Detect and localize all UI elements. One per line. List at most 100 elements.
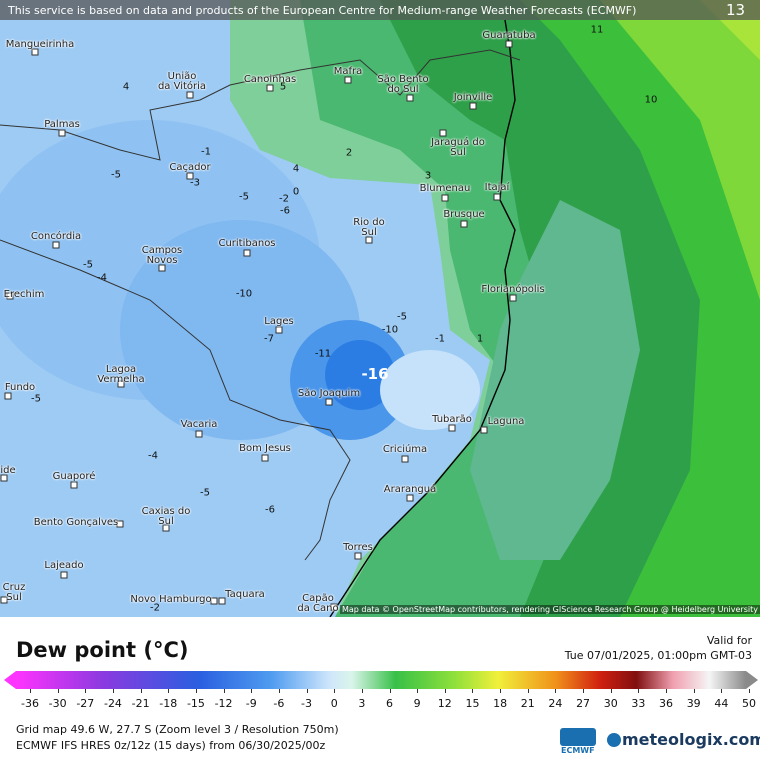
- city-marker: [439, 129, 447, 137]
- city-label: Concórdia: [30, 231, 82, 242]
- city-marker: [218, 597, 226, 605]
- city-marker: [509, 294, 517, 302]
- legend-title: Dew point (°C): [16, 638, 189, 662]
- city-label: Novo Hamburgo: [130, 594, 212, 605]
- city-marker: [448, 424, 456, 432]
- colorbar-tick: [195, 689, 197, 693]
- contour-label: -2: [150, 602, 160, 614]
- model-info: ECMWF IFS HRES 0z/12z (15 days) from 06/…: [16, 739, 326, 752]
- colorbar-tick: [251, 689, 253, 693]
- colorbar-tick: [666, 689, 668, 693]
- map-attribution: Map data © OpenStreetMap contributors, r…: [340, 605, 760, 614]
- city-marker: [195, 430, 203, 438]
- city-marker: [266, 84, 274, 92]
- contour-label: -2: [279, 193, 289, 205]
- city-marker: [158, 264, 166, 272]
- city-marker: [60, 571, 68, 579]
- colorbar-tick: [693, 689, 695, 693]
- colorbar-tick-label: -21: [131, 697, 150, 710]
- contour-label: -16: [361, 365, 389, 383]
- colorbar-tick-label: 27: [576, 697, 591, 710]
- city-label: Mangueirinha: [5, 39, 75, 50]
- city-marker: [243, 249, 251, 257]
- city-label: Caxias do Sul: [141, 506, 191, 527]
- colorbar-tick-label: -3: [301, 697, 313, 710]
- colorbar-tick-label: 6: [386, 697, 393, 710]
- colorbar-tick: [749, 689, 750, 693]
- contour-label: -1: [435, 333, 445, 345]
- brand-logo: meteologix.com: [622, 730, 760, 749]
- city-marker: [365, 236, 373, 244]
- colorbar-tick: [140, 689, 142, 693]
- city-marker: [325, 398, 333, 406]
- contour-label: -5: [31, 393, 41, 405]
- city-label: Itajaí: [484, 182, 510, 193]
- colorbar-tick: [527, 689, 529, 693]
- city-marker: [31, 48, 39, 56]
- contour-label: -6: [265, 504, 275, 516]
- colorbar-tick: [472, 689, 474, 693]
- city-label: Lages: [264, 316, 294, 327]
- city-label: Lajeado: [44, 560, 84, 571]
- colorbar-tick-label: -9: [245, 697, 257, 710]
- city-label: São Bento do Sul: [377, 74, 429, 95]
- city-marker: [406, 494, 414, 502]
- ecmwf-logo: ECMWF: [561, 746, 595, 755]
- colorbar-tick: [85, 689, 87, 693]
- contour-label: -4: [97, 272, 107, 284]
- colorbar-tick: [583, 689, 585, 693]
- city-marker: [275, 326, 283, 334]
- contour-label: 1: [476, 333, 484, 345]
- city-marker: [441, 194, 449, 202]
- contour-label: 3: [424, 170, 432, 182]
- colorbar-tick: [30, 689, 31, 693]
- contour-label: -10: [235, 288, 253, 300]
- city-marker: [52, 241, 60, 249]
- contour-label: -1: [201, 146, 211, 158]
- colorbar-tick-label: 44: [714, 697, 729, 710]
- city-label: Canoinhas: [243, 74, 297, 85]
- colorbar-tick-label: 3: [358, 697, 366, 710]
- contour-label: -5: [83, 259, 93, 271]
- city-label: Palmas: [44, 119, 80, 130]
- city-marker: [210, 597, 218, 605]
- city-label: Caçador: [169, 162, 211, 173]
- city-marker: [0, 596, 8, 604]
- city-label: Bom Jesus: [239, 443, 291, 454]
- city-marker: [70, 481, 78, 489]
- colorbar-tick: [638, 689, 640, 693]
- contour-label: -5: [200, 487, 210, 499]
- contour-label: -4: [148, 450, 158, 462]
- colorbar-tick: [334, 689, 336, 693]
- grid-info: Grid map 49.6 W, 27.7 S (Zoom level 3 / …: [16, 723, 339, 736]
- city-label: Vacaria: [180, 419, 218, 430]
- city-marker: [401, 455, 409, 463]
- city-label: Blumenau: [419, 183, 471, 194]
- colorbar-tick: [417, 689, 419, 693]
- page-number: 13: [726, 1, 746, 19]
- city-label: ide: [0, 465, 16, 476]
- city-marker: [6, 292, 14, 300]
- colorbar-tick-label: -18: [159, 697, 178, 710]
- colorbar-tick: [223, 689, 225, 693]
- contour-label: 10: [644, 94, 658, 106]
- colorbar-tick-label: 12: [437, 697, 452, 710]
- city-marker: [493, 193, 501, 201]
- city-label: Mafra: [333, 66, 363, 77]
- city-marker: [186, 172, 194, 180]
- colorbar-tick-label: 39: [686, 697, 701, 710]
- city-marker: [58, 129, 66, 137]
- city-marker: [117, 380, 125, 388]
- colorbar-tick-label: 36: [659, 697, 674, 710]
- city-label: Capão da Cano: [297, 593, 339, 614]
- colorbar-tick-label: -24: [103, 697, 122, 710]
- colorbar-tick-label: 50: [742, 697, 756, 710]
- city-marker: [4, 392, 12, 400]
- contour-label: -11: [314, 348, 332, 360]
- valid-time: Tue 07/01/2025, 01:00pm GMT-03: [564, 649, 752, 662]
- city-label: Joinville: [453, 92, 493, 103]
- city-label: Campos Novos: [141, 245, 183, 266]
- city-label: Guaratuba: [482, 30, 536, 41]
- city-marker: [406, 94, 414, 102]
